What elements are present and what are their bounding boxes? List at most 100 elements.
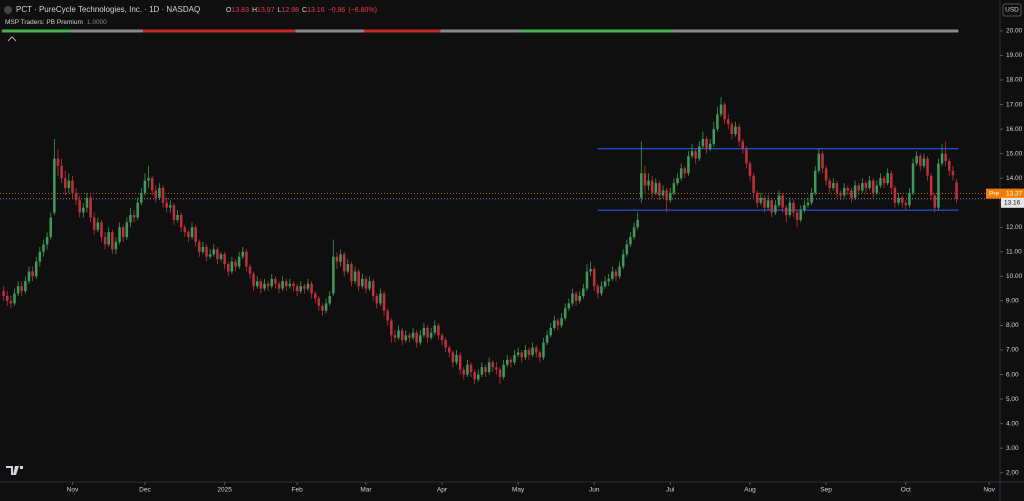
candle-body bbox=[216, 249, 219, 260]
candle-body bbox=[426, 327, 429, 338]
change: −0.96 bbox=[328, 7, 346, 14]
candle-body bbox=[451, 352, 455, 363]
currency-box[interactable] bbox=[1002, 3, 1022, 17]
candle-body bbox=[118, 227, 121, 242]
candle-body bbox=[690, 151, 694, 157]
candle-body bbox=[498, 369, 502, 377]
candle-body bbox=[480, 367, 484, 375]
candle-body bbox=[339, 254, 342, 262]
x-tick-label: 2025 bbox=[217, 487, 232, 494]
candle-body bbox=[263, 283, 266, 289]
candle-body bbox=[694, 151, 697, 159]
candle-body bbox=[169, 205, 172, 208]
candle-body bbox=[455, 354, 458, 363]
last-price-value: 13.16 bbox=[1004, 200, 1021, 207]
y-tick-label: 9.00 bbox=[1006, 298, 1019, 305]
candle-body bbox=[614, 271, 618, 277]
indicator-param: 1.0000 bbox=[87, 19, 107, 26]
candle-body bbox=[201, 246, 205, 252]
candle-body bbox=[187, 232, 190, 238]
tv-logo bbox=[6, 466, 23, 475]
collapse-icon[interactable] bbox=[7, 36, 17, 42]
x-tick-label: Aug bbox=[744, 487, 756, 494]
candle-body bbox=[143, 180, 147, 193]
candle-body bbox=[908, 192, 911, 206]
candle-body bbox=[408, 335, 411, 338]
candle-body bbox=[784, 207, 788, 215]
candle-body bbox=[321, 305, 324, 311]
candle-body bbox=[687, 156, 690, 174]
ohlc-key: L bbox=[278, 7, 282, 14]
candle-body bbox=[2, 291, 5, 296]
candle-body bbox=[589, 269, 592, 272]
candle-body bbox=[748, 163, 752, 176]
candle-body bbox=[469, 364, 473, 373]
candle-body bbox=[886, 173, 889, 184]
candle-body bbox=[386, 310, 389, 321]
y-tick-label: 17.00 bbox=[1006, 101, 1023, 108]
candle-body bbox=[364, 278, 368, 289]
pre-market-value: 13.37 bbox=[1006, 190, 1023, 197]
candle-body bbox=[600, 286, 603, 294]
ohlc-key: H bbox=[252, 7, 257, 14]
candle-body bbox=[71, 180, 74, 193]
candle-body bbox=[792, 202, 795, 213]
candle-body bbox=[85, 197, 89, 208]
candle-body bbox=[679, 168, 683, 179]
indicator-segment bbox=[672, 29, 959, 33]
candle-body bbox=[303, 286, 306, 289]
candle-body bbox=[752, 175, 755, 193]
candle-body bbox=[332, 256, 335, 294]
candle-body bbox=[245, 251, 248, 267]
x-tick-label: May bbox=[512, 487, 525, 494]
candle-body bbox=[766, 200, 770, 208]
candle-body bbox=[719, 104, 723, 115]
candle-body bbox=[16, 286, 20, 294]
candle-body bbox=[440, 335, 444, 341]
candle-body bbox=[150, 178, 154, 191]
candle-body bbox=[603, 281, 607, 287]
y-tick-label: 3.00 bbox=[1006, 445, 1019, 452]
candle-body bbox=[103, 237, 107, 245]
candle-body bbox=[397, 330, 400, 338]
candle-body bbox=[915, 156, 918, 164]
candle-body bbox=[770, 200, 774, 213]
candle-body bbox=[592, 269, 596, 287]
candle-body bbox=[640, 173, 643, 198]
candle-body bbox=[737, 126, 741, 142]
candle-body bbox=[621, 254, 625, 267]
candle-body bbox=[96, 222, 100, 230]
candle-body bbox=[473, 372, 476, 380]
candle-body bbox=[897, 197, 900, 203]
candle-body bbox=[882, 178, 886, 184]
candle-body bbox=[317, 298, 321, 306]
candle-body bbox=[342, 254, 346, 272]
candle-body bbox=[462, 369, 466, 375]
candle-body bbox=[114, 242, 118, 250]
candle-body bbox=[730, 124, 734, 134]
candle-body bbox=[875, 185, 879, 193]
candle-body bbox=[67, 180, 71, 188]
candle-body bbox=[299, 286, 302, 292]
x-tick-label: Dec bbox=[139, 487, 151, 494]
candle-body bbox=[335, 256, 339, 262]
candle-body bbox=[60, 165, 63, 179]
candle-body bbox=[288, 283, 292, 287]
candle-body bbox=[310, 283, 313, 294]
candle-body bbox=[632, 227, 636, 238]
candle-body bbox=[371, 281, 375, 296]
candle-body bbox=[940, 153, 944, 164]
candle-body bbox=[571, 293, 574, 304]
candle-body bbox=[107, 232, 110, 245]
candle-body bbox=[125, 222, 129, 238]
candle-body bbox=[951, 170, 955, 176]
candle-body bbox=[415, 332, 418, 343]
candle-body bbox=[100, 222, 103, 238]
candle-body bbox=[556, 320, 560, 326]
candle-body bbox=[643, 173, 647, 186]
x-tick-label: Sep bbox=[820, 487, 832, 494]
candle-body bbox=[212, 249, 216, 255]
candle-body bbox=[527, 350, 531, 355]
ohlc-value: 13.83 bbox=[231, 7, 249, 14]
